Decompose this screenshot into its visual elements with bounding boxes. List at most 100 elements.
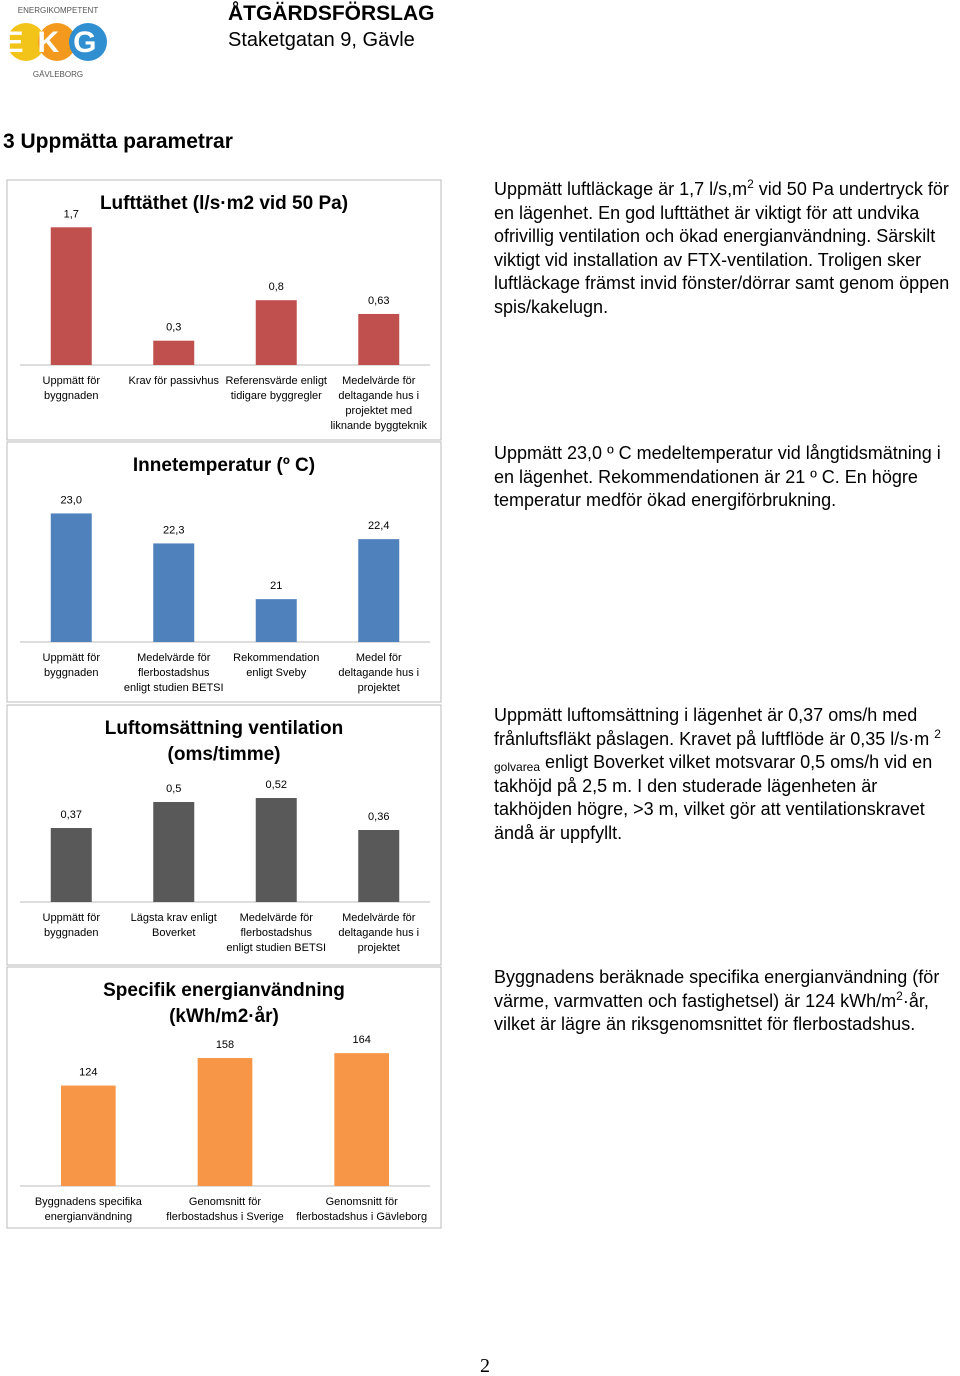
- text-line: Lägsta krav enligt: [131, 912, 217, 924]
- data-label: 124: [79, 1067, 97, 1079]
- text-line: enligt studien BETSI: [226, 942, 326, 954]
- subscript: golvarea: [494, 760, 541, 774]
- superscript: 2: [896, 988, 903, 1003]
- text-line: flerbostadshus i Sverige: [166, 1211, 283, 1223]
- bar: [358, 539, 400, 642]
- text-line: deltagande hus i: [338, 390, 419, 402]
- text-line: Medel för: [356, 652, 402, 664]
- text: vid 50 Pa undertryck för en lägenhet. En…: [494, 179, 950, 317]
- text-line: flerbostadshus: [138, 667, 210, 679]
- bar: [358, 830, 400, 902]
- logo: EKG ENERGIKOMPETENT GÄVLEBORG: [3, 6, 107, 79]
- header-title: ÅTGÄRDSFÖRSLAG: [228, 2, 435, 25]
- text: enligt Boverket vilket motsvarar 0,5 oms…: [494, 752, 933, 843]
- text-line: deltagande hus i: [338, 667, 419, 679]
- bar: [197, 1058, 253, 1186]
- text: Uppmätt 23,0 º C medeltemperatur vid lån…: [494, 443, 941, 510]
- text: Byggnadens beräknade specifika energianv…: [494, 967, 940, 1011]
- data-label: 21: [270, 580, 282, 592]
- data-label: 1,7: [64, 208, 79, 220]
- bar: [358, 313, 400, 365]
- logo-circle: [7, 23, 45, 61]
- bar: [153, 340, 195, 365]
- logo-top: ENERGIKOMPETENT: [18, 6, 99, 15]
- text-line: byggnaden: [44, 667, 98, 679]
- bar: [50, 227, 92, 365]
- chart-title: Luftomsättning ventilation (oms/timme): [105, 718, 344, 765]
- text-line: tidigare byggregler: [231, 390, 322, 402]
- text-line: byggnaden: [44, 927, 98, 939]
- text: Uppmätt luftomsättning i lägenhet är 0,3…: [494, 705, 935, 749]
- x-tick-label: Byggnadens specifika energianvändning: [35, 1196, 143, 1223]
- data-label: 164: [352, 1034, 370, 1046]
- text-line: projektet: [358, 682, 400, 694]
- text-line: Genomsnitt för: [189, 1196, 261, 1208]
- text-line: Byggnadens specifika: [35, 1196, 143, 1208]
- bar: [153, 543, 195, 642]
- superscript: 2: [747, 177, 754, 191]
- data-label: 158: [216, 1039, 234, 1051]
- text-line: Specifik energianvändning: [103, 980, 345, 1001]
- x-tick-label: Lägsta krav enligt Boverket: [131, 912, 217, 939]
- text-line: energianvändning: [45, 1211, 132, 1223]
- x-tick-label: Uppmätt för byggnaden: [43, 912, 101, 939]
- section-title: 3 Uppmätta parametrar: [3, 130, 233, 153]
- description: Uppmätt luftomsättning i lägenhet är 0,3…: [494, 704, 960, 845]
- text-line: Uppmätt för: [43, 912, 101, 924]
- text: ·år, vilket är lägre än riksgenomsnittet…: [494, 990, 929, 1035]
- x-tick-label: Genomsnitt för flerbostadshus i Gävleborg: [296, 1196, 427, 1223]
- data-label: 0,8: [269, 281, 284, 293]
- text-line: projektet med: [345, 405, 412, 417]
- text-line: liknande byggteknik: [330, 420, 427, 432]
- x-tick-label: Medelvärde för deltagande hus i projektet: [338, 912, 419, 954]
- text-line: Uppmätt för: [43, 652, 101, 664]
- text: Uppmätt luftläckage är 1,7 l/s,m: [494, 179, 748, 199]
- text-line: enligt studien BETSI: [124, 682, 224, 694]
- text-line: (oms/timme): [168, 744, 281, 765]
- text-line: byggnaden: [44, 390, 98, 402]
- text-line: Uppmätt för: [43, 375, 101, 387]
- description: Byggnadens beräknade specifika energianv…: [494, 966, 960, 1037]
- chart-title: Lufttäthet (l/s·m2 vid 50 Pa): [100, 193, 348, 214]
- data-label: 0,37: [61, 809, 82, 821]
- x-tick-label: Referensvärde enligt tidigare byggregler: [225, 375, 327, 402]
- x-tick-label: Uppmätt för byggnaden: [43, 652, 101, 679]
- bar: [334, 1053, 389, 1186]
- bar: [255, 599, 297, 642]
- x-tick-label: Medel för deltagande hus i projektet: [338, 652, 419, 694]
- text-line: Genomsnitt för: [326, 1196, 398, 1208]
- text-line: Medelvärde för: [137, 652, 211, 664]
- x-tick-label: Uppmätt för byggnaden: [43, 375, 101, 402]
- text-line: Medelvärde för: [240, 912, 314, 924]
- text-line: deltagande hus i: [338, 927, 419, 939]
- text-line: Boverket: [152, 927, 195, 939]
- text-line: flerbostadshus i Gävleborg: [296, 1211, 427, 1223]
- text-line: Luftomsättning ventilation: [105, 718, 344, 739]
- text-line: flerbostadshus: [240, 927, 312, 939]
- text-line: Referensvärde enligt: [225, 375, 327, 387]
- chart-title: Innetemperatur (º C): [133, 455, 315, 476]
- text-line: Medelvärde för: [342, 375, 416, 387]
- logo-bottom: GÄVLEBORG: [33, 70, 83, 79]
- logo-circle: [69, 23, 107, 61]
- bar: [50, 828, 92, 902]
- data-label: 0,36: [368, 811, 389, 823]
- bar: [153, 802, 195, 902]
- description: Uppmätt 23,0 º C medeltemperatur vid lån…: [494, 442, 960, 513]
- data-label: 22,3: [163, 524, 184, 536]
- x-tick-label: Medelvärde för flerbostadshus enligt studi…: [124, 652, 224, 694]
- text-line: projektet: [358, 942, 400, 954]
- x-tick-label: Medelvärde för flerbostadshus enligt studi…: [226, 912, 326, 954]
- x-tick-label: Krav för passivhus: [129, 375, 220, 387]
- x-tick-label: Genomsnitt för flerbostadshus i Sverige: [166, 1196, 283, 1223]
- charts: Lufttäthet (l/s·m2 vid 50 Pa) 1,7 Uppmätt …: [6, 179, 442, 1229]
- bar: [61, 1085, 116, 1186]
- data-label: 23,0: [61, 494, 82, 506]
- page-number: 2: [480, 1355, 490, 1376]
- bar: [255, 798, 297, 902]
- x-tick-label: Medelvärde för deltagande hus i projektet …: [330, 375, 427, 432]
- text-line: Rekommendation: [233, 652, 319, 664]
- text-line: Medelvärde för: [342, 912, 416, 924]
- data-label: 0,3: [166, 322, 181, 334]
